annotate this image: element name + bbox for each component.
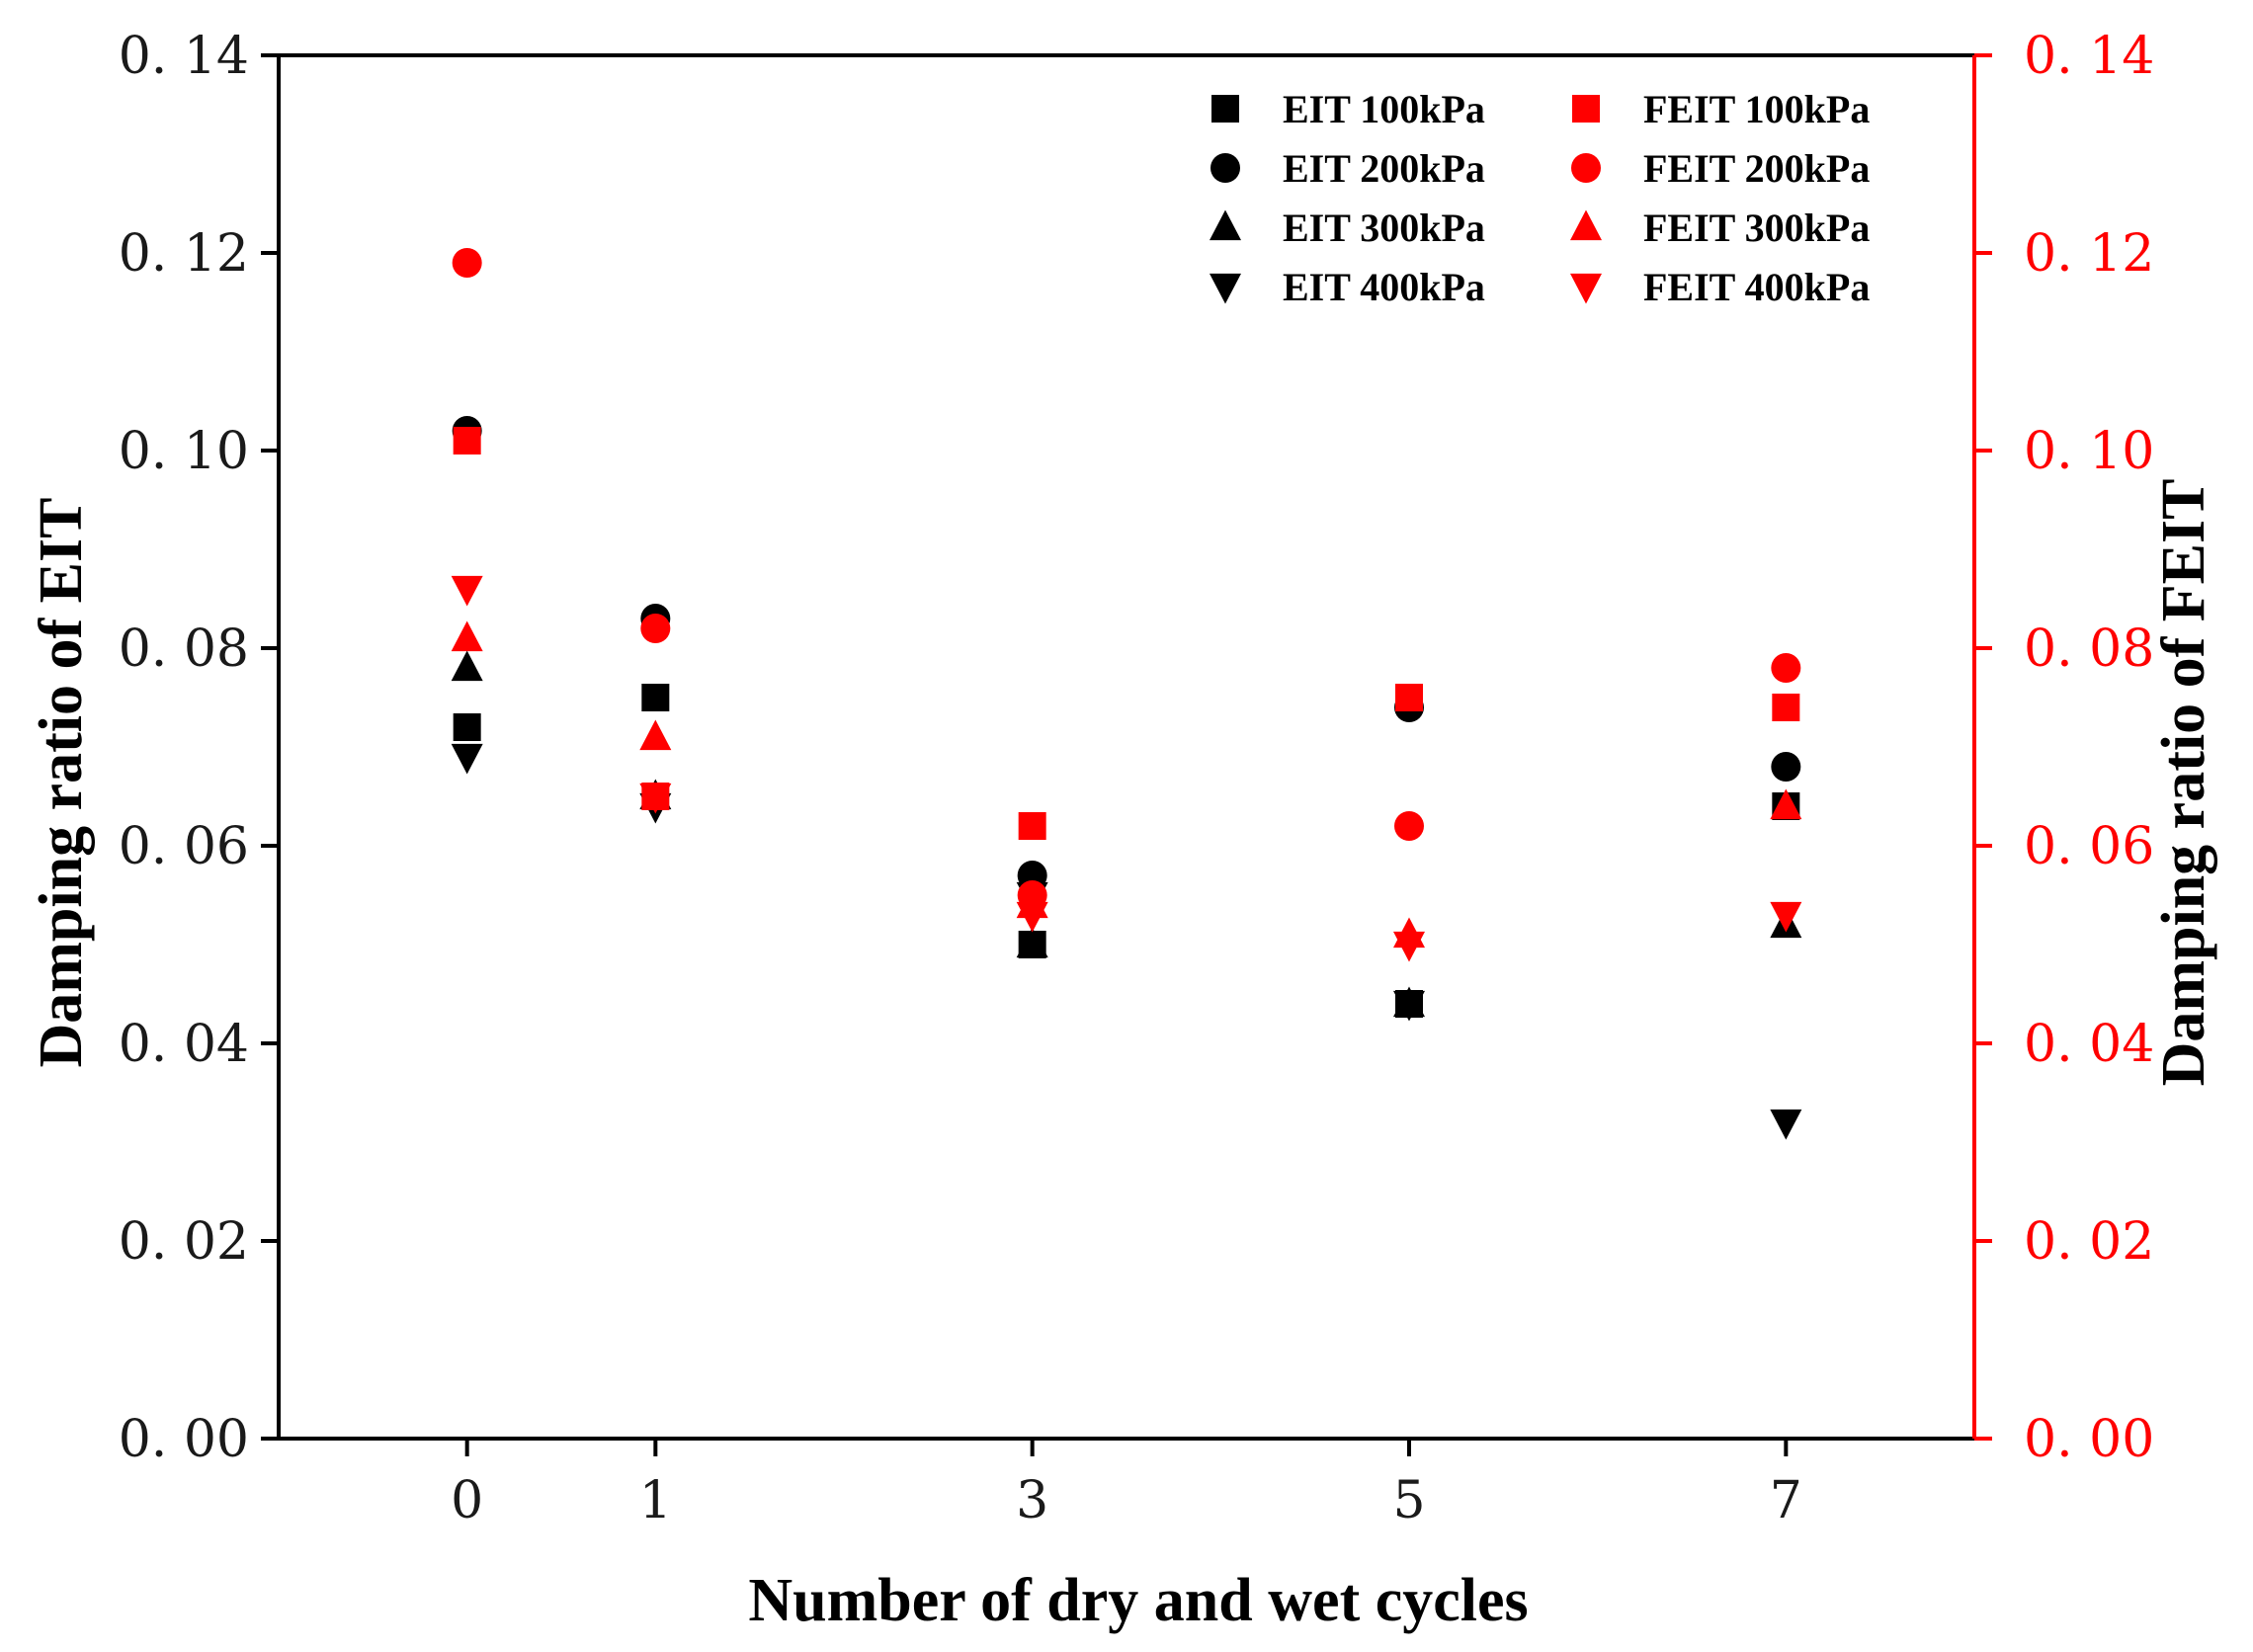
legend-marker-eit-100kpa [1211, 95, 1239, 123]
y-axis-title-left: Damping ratio of EIT [28, 498, 95, 1068]
legend-marker-eit-200kpa [1210, 153, 1240, 183]
legend-label-eit-300kpa: EIT 300kPa [1283, 206, 1485, 250]
x-tick-label: 7 [1770, 1471, 1802, 1530]
y-tick-label-right: 0. 10 [2024, 422, 2154, 481]
point-feit-400kpa [451, 575, 483, 607]
point-feit-100kpa [453, 427, 481, 454]
legend-label-feit-300kpa: FEIT 300kPa [1643, 206, 1870, 250]
point-feit-100kpa [1018, 812, 1046, 840]
data-points [451, 248, 1802, 1140]
point-eit-100kpa [453, 713, 481, 741]
point-eit-300kpa [451, 650, 483, 682]
point-feit-400kpa [1016, 901, 1048, 933]
point-feit-200kpa [452, 248, 482, 278]
y-tick-label-right: 0. 02 [2024, 1212, 2154, 1272]
x-tick-label: 5 [1392, 1471, 1425, 1530]
x-tick-label: 1 [639, 1471, 672, 1530]
tick-labels: 0. 00 0. 00 0. 02 0. 02 0. 04 0. 04 0. 06 0. 06… [119, 27, 2155, 1530]
y-tick-label-right: 0. 04 [2024, 1015, 2154, 1074]
point-feit-300kpa [639, 719, 672, 751]
point-eit-300kpa [1016, 927, 1048, 958]
point-eit-400kpa [1770, 1109, 1802, 1140]
point-eit-200kpa [1771, 752, 1801, 782]
point-feit-200kpa [640, 614, 671, 643]
axes [261, 53, 1992, 1456]
point-eit-400kpa [1393, 990, 1425, 1022]
y-tick-label-left: 0. 14 [119, 27, 249, 86]
y-tick-label-right: 0. 00 [2024, 1410, 2154, 1469]
point-feit-400kpa [639, 783, 672, 814]
legend-marker-eit-400kpa [1210, 273, 1241, 304]
legend-label-feit-100kpa: FEIT 100kPa [1643, 87, 1870, 131]
y-tick-label-left: 0. 10 [119, 422, 249, 481]
legend-marker-feit-100kpa [1572, 95, 1600, 123]
point-eit-400kpa [451, 743, 483, 775]
legend-marker-eit-300kpa [1210, 209, 1241, 241]
y-tick-label-right: 0. 06 [2024, 817, 2154, 876]
point-feit-200kpa [1394, 811, 1424, 841]
point-feit-300kpa [1770, 788, 1802, 820]
legend-label-eit-100kpa: EIT 100kPa [1283, 87, 1485, 131]
x-axis-title: Number of dry and wet cycles [748, 1567, 1528, 1634]
point-eit-100kpa [641, 684, 670, 711]
point-feit-400kpa [1770, 901, 1802, 933]
legend-label-eit-400kpa: EIT 400kPa [1283, 265, 1485, 309]
x-tick-label: 3 [1016, 1471, 1048, 1530]
point-feit-300kpa [451, 620, 483, 652]
y-tick-label-right: 0. 14 [2024, 27, 2154, 86]
legend-label-feit-400kpa: FEIT 400kPa [1643, 265, 1870, 309]
legend-label-feit-200kpa: FEIT 200kPa [1643, 146, 1870, 191]
point-feit-100kpa [1395, 684, 1423, 711]
point-feit-200kpa [1771, 653, 1801, 683]
y-tick-label-left: 0. 04 [119, 1015, 249, 1074]
y-tick-label-left: 0. 06 [119, 817, 249, 876]
y-tick-label-left: 0. 08 [119, 620, 249, 679]
legend-marker-feit-400kpa [1570, 273, 1602, 304]
point-feit-100kpa [1772, 694, 1800, 721]
legend-label-eit-200kpa: EIT 200kPa [1283, 146, 1485, 191]
x-tick-label: 0 [451, 1471, 483, 1530]
y-tick-label-right: 0. 08 [2024, 620, 2154, 679]
legend-marker-feit-300kpa [1570, 209, 1602, 241]
y-tick-label-left: 0. 12 [119, 224, 249, 284]
y-tick-label-left: 0. 00 [119, 1410, 249, 1469]
legend: EIT 100kPa EIT 200kPa EIT 300kPa EIT 400kPa… [1210, 87, 1870, 309]
point-feit-400kpa [1393, 931, 1425, 962]
y-tick-label-right: 0. 12 [2024, 224, 2154, 284]
y-tick-label-left: 0. 02 [119, 1212, 249, 1272]
y-axis-title-right: Damping ratio of FEIT [2150, 479, 2217, 1087]
legend-marker-feit-200kpa [1571, 153, 1601, 183]
